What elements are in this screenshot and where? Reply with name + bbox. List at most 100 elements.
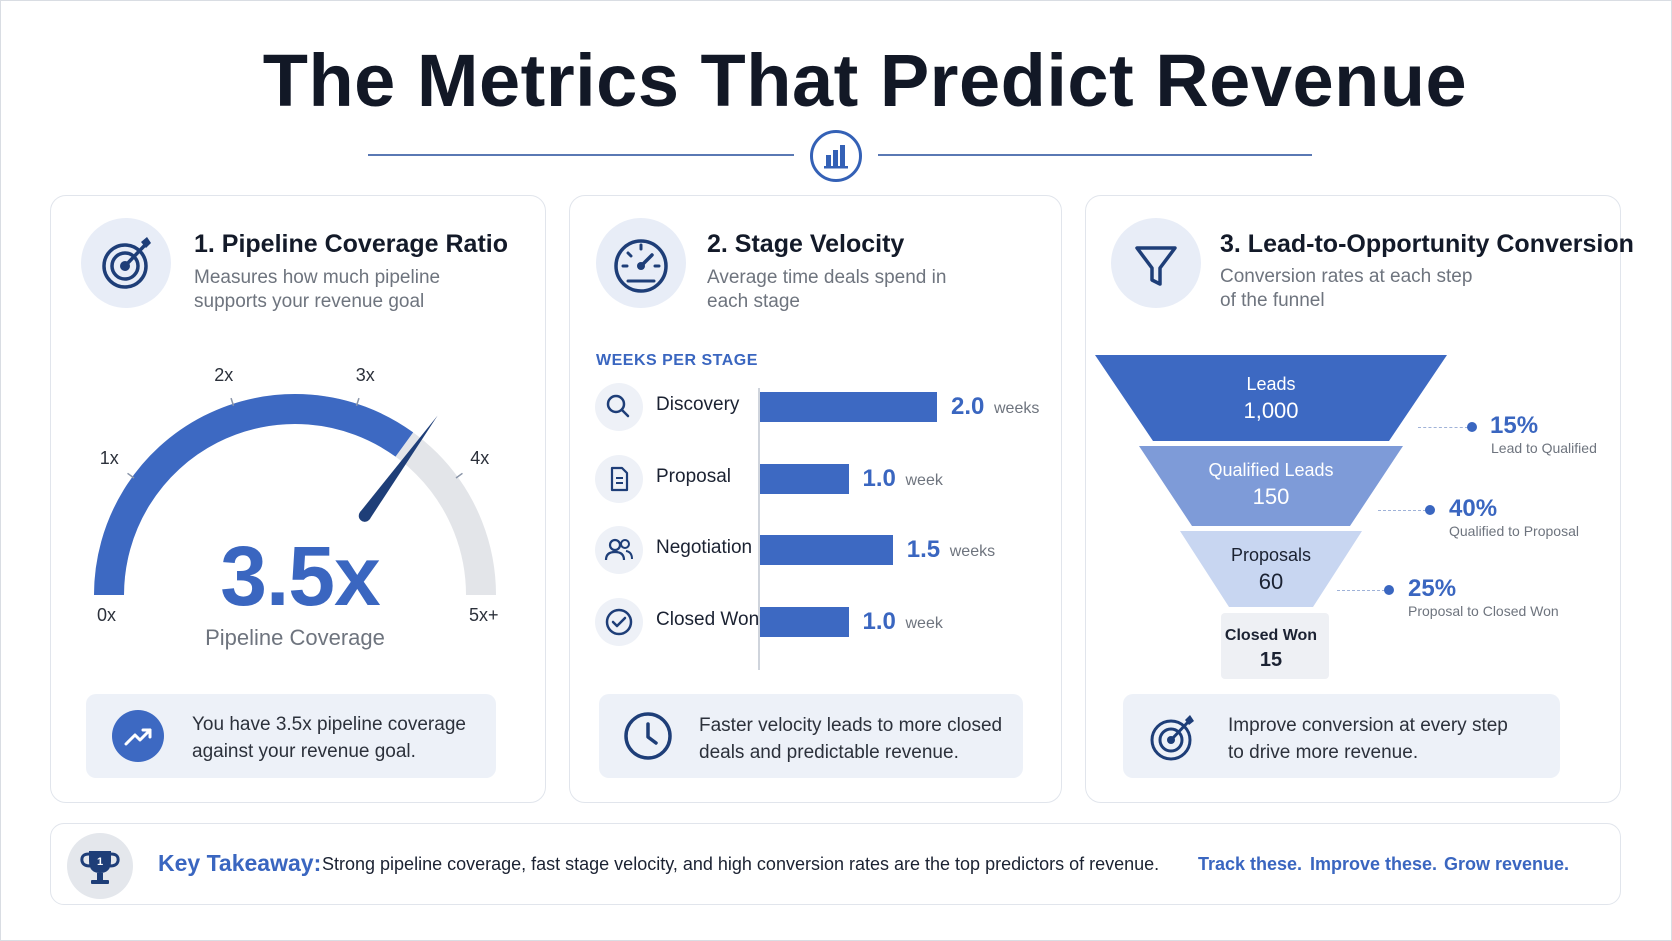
page-title: The Metrics That Predict Revenue xyxy=(262,39,1468,122)
velocity-axis xyxy=(758,388,760,670)
conversion-dot xyxy=(1467,422,1477,432)
velocity-value: 1.5 xyxy=(906,536,941,563)
velocity-bar xyxy=(760,463,849,494)
velocity-unit: weeks xyxy=(994,400,1040,417)
conversion-leader xyxy=(1418,427,1468,428)
funnel-stage-name: Proposals xyxy=(1230,545,1312,565)
velocity-callout-line2: deals and predictable revenue. xyxy=(699,742,959,763)
funnel-stage-closed-won xyxy=(1221,613,1329,679)
clock-icon xyxy=(622,710,674,762)
coverage-callout-line1: You have 3.5x pipeline coverage xyxy=(192,714,466,735)
funnel-stage-count: 1,000 xyxy=(1243,398,1299,423)
takeaway-cta-grow: Grow revenue. xyxy=(1444,854,1570,874)
coverage-callout-line2: against your revenue goal. xyxy=(192,741,416,762)
velocity-unit: weeks xyxy=(949,543,996,560)
conversion-callout xyxy=(1123,694,1560,778)
conversion-callout-line1: Improve conversion at every step xyxy=(1228,715,1508,736)
funnel-stage-count: 15 xyxy=(1259,649,1283,671)
funnel-stage-name: Closed Won xyxy=(1224,627,1318,644)
conversion-dot xyxy=(1384,585,1394,595)
search-icon xyxy=(595,383,643,431)
gauge-fill xyxy=(94,394,414,596)
conversion-desc-line1: Conversion rates at each step xyxy=(1220,266,1473,287)
trophy-icon: 1 xyxy=(80,851,120,884)
velocity-desc-line2: each stage xyxy=(707,291,800,312)
gauge-value: 3.5x xyxy=(220,529,381,623)
funnel-stage-count: 60 xyxy=(1258,569,1284,594)
gauge-tick-label: 3x xyxy=(355,365,375,386)
conversion-leader xyxy=(1378,510,1426,511)
svg-text:1: 1 xyxy=(97,856,103,868)
coverage-desc-line1: Measures how much pipeline xyxy=(194,267,441,288)
speedometer-icon xyxy=(614,239,668,293)
conversion-icon-badge xyxy=(1111,218,1201,308)
takeaway-label: Key Takeaway: xyxy=(158,850,322,876)
document-icon xyxy=(595,454,643,503)
velocity-bar xyxy=(760,392,937,422)
conversion-label: Proposal to Closed Won xyxy=(1408,603,1559,619)
gauge-caption: Pipeline Coverage xyxy=(205,625,385,650)
takeaway-cta-improve: Improve these. xyxy=(1310,854,1438,874)
funnel-stage-2 xyxy=(1180,531,1362,607)
velocity-desc-line1: Average time deals spend in xyxy=(707,267,947,288)
conversion-rate: 15% xyxy=(1490,412,1539,439)
title-divider-right xyxy=(878,154,1312,156)
gauge-tick-mark xyxy=(455,472,463,479)
gauge-tick-label: 1x xyxy=(99,448,119,469)
gauge-needle-hub xyxy=(358,509,371,522)
velocity-value: 1.0 xyxy=(862,464,896,492)
funnel-stage-0 xyxy=(1095,355,1447,441)
coverage-icon-badge xyxy=(81,218,171,308)
gauge-tick-label: 5x+ xyxy=(469,605,499,625)
conversion-leader xyxy=(1337,590,1385,591)
stage-label: Proposal xyxy=(656,465,731,487)
stage-label: Discovery xyxy=(656,394,740,415)
conversion-callout-line2: to drive more revenue. xyxy=(1228,742,1419,763)
gauge-tick-label: 2x xyxy=(214,365,234,386)
conversion-rate: 40% xyxy=(1449,495,1498,522)
trending-up-icon xyxy=(110,708,166,764)
gauge-tick-mark xyxy=(127,472,135,479)
weeks-per-stage-label: WEEKS PER STAGE xyxy=(596,352,758,369)
funnel-stage-name: Qualified Leads xyxy=(1208,460,1334,480)
conversion-desc-line2: of the funnel xyxy=(1220,290,1325,311)
conversion-dot xyxy=(1425,505,1435,515)
coverage-desc-line2: supports your revenue goal xyxy=(194,291,425,312)
conversion-title: 3. Lead-to-Opportunity Conversion xyxy=(1220,230,1634,258)
conversion-rate: 25% xyxy=(1408,575,1457,602)
velocity-value: 1.0 xyxy=(862,607,896,635)
conversion-label: Lead to Qualified xyxy=(1491,440,1597,456)
funnel-stage-count: 150 xyxy=(1252,484,1290,509)
title-divider-left xyxy=(368,154,794,156)
velocity-icon-badge xyxy=(596,218,686,308)
users-icon xyxy=(595,526,643,574)
target-icon xyxy=(1146,710,1200,764)
stage-label: Negotiation xyxy=(656,537,753,558)
velocity-title: 2. Stage Velocity xyxy=(707,230,905,258)
takeaway-text: Strong pipeline coverage, fast stage vel… xyxy=(322,854,1160,874)
gauge-tick-mark xyxy=(355,397,360,406)
gauge-tick-label: 4x xyxy=(470,448,490,469)
check-circle-icon xyxy=(595,597,643,646)
gauge-tick-mark xyxy=(230,397,235,406)
velocity-unit: week xyxy=(905,614,943,632)
gauge-needle xyxy=(359,415,438,520)
stage-label: Closed Won xyxy=(656,608,760,630)
gauge-tick-label: 0x xyxy=(97,605,117,625)
velocity-bar xyxy=(760,535,893,565)
key-takeaway-banner xyxy=(50,823,1621,905)
velocity-value: 2.0 xyxy=(951,393,985,420)
funnel-stage-1 xyxy=(1139,446,1403,526)
velocity-unit: week xyxy=(905,471,943,489)
coverage-title: 1. Pipeline Coverage Ratio xyxy=(194,230,508,258)
takeaway-cta-track: Track these. xyxy=(1198,854,1303,874)
funnel-icon xyxy=(1135,246,1177,286)
trophy-icon-badge: 1 xyxy=(67,833,133,899)
velocity-callout-line1: Faster velocity leads to more closed xyxy=(699,715,1003,736)
target-icon xyxy=(102,237,151,289)
velocity-bar xyxy=(760,606,849,637)
funnel-stage-name: Leads xyxy=(1246,374,1296,394)
conversion-label: Qualified to Proposal xyxy=(1449,523,1579,539)
